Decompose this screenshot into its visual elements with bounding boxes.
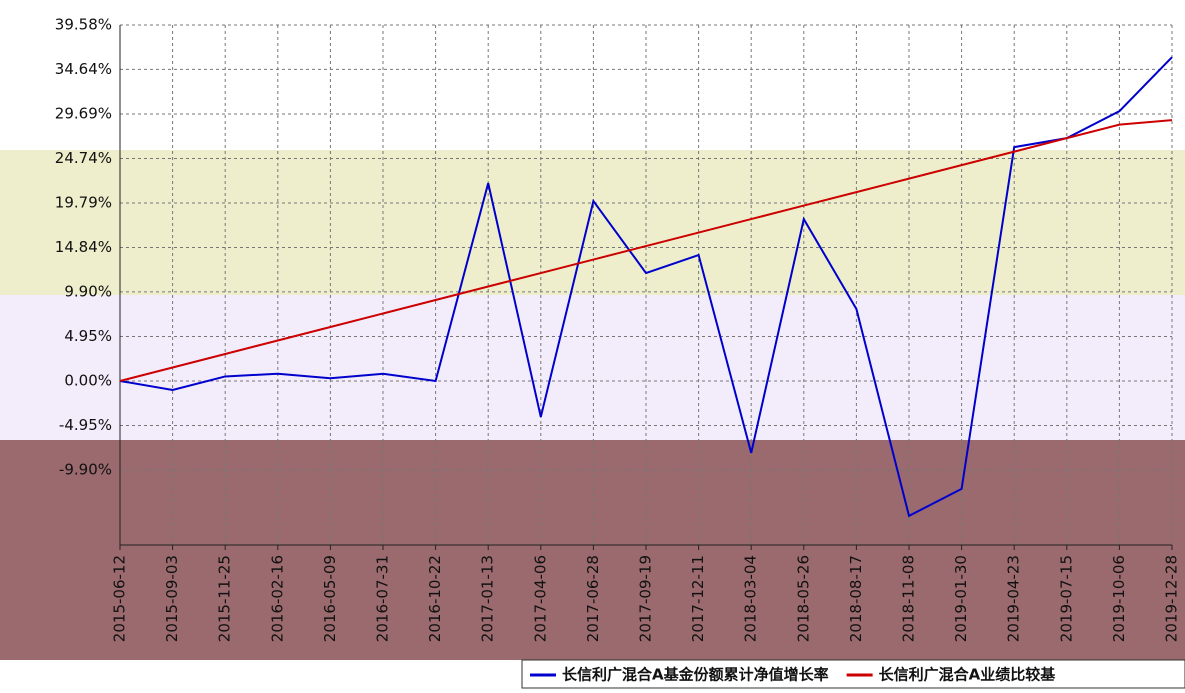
x-tick-label: 2017-06-28 xyxy=(584,555,602,642)
y-tick-label: 39.58% xyxy=(55,16,112,34)
y-tick-label: 9.90% xyxy=(64,282,112,300)
x-tick-label: 2016-05-09 xyxy=(321,555,339,642)
x-tick-label: 2015-09-03 xyxy=(163,555,181,642)
y-tick-label: 24.74% xyxy=(55,149,112,167)
band xyxy=(0,295,1185,440)
x-tick-label: 2017-12-11 xyxy=(689,555,707,642)
x-tick-label: 2017-04-06 xyxy=(531,555,549,642)
series-line xyxy=(119,119,1173,382)
x-tick-label: 2017-09-19 xyxy=(637,555,655,642)
x-tick-label: 2019-01-30 xyxy=(952,555,970,642)
band xyxy=(0,150,1185,295)
y-tick-label: 29.69% xyxy=(55,104,112,122)
x-tick-label: 2019-12-28 xyxy=(1163,555,1181,642)
y-tick-label: 14.84% xyxy=(55,238,112,256)
x-tick-label: 2016-07-31 xyxy=(374,555,392,642)
legend-label: 长信利广混合A业绩比较基 xyxy=(879,666,1057,684)
x-tick-label: 2019-10-06 xyxy=(1110,555,1128,642)
series-line xyxy=(119,56,1173,518)
x-tick-label: 2018-03-04 xyxy=(742,555,760,642)
x-tick-label: 2016-02-16 xyxy=(268,555,286,642)
x-tick-label: 2019-04-23 xyxy=(1005,555,1023,642)
y-tick-label: -9.90% xyxy=(59,460,112,478)
y-tick-label: -4.95% xyxy=(59,416,112,434)
y-tick-label: 4.95% xyxy=(64,327,112,345)
y-tick-label: 19.79% xyxy=(55,193,112,211)
band xyxy=(0,440,1185,660)
y-tick-label: 0.00% xyxy=(64,371,112,389)
x-tick-label: 2016-10-22 xyxy=(426,555,444,642)
legend-label: 长信利广混合A基金份额累计净值增长率 xyxy=(562,666,829,684)
x-tick-label: 2015-06-12 xyxy=(111,555,129,642)
x-tick-label: 2018-05-26 xyxy=(794,555,812,642)
y-tick-label: 34.64% xyxy=(55,60,112,78)
x-tick-label: 2015-11-25 xyxy=(216,555,234,642)
x-tick-label: 2017-01-13 xyxy=(479,555,497,642)
x-tick-label: 2018-08-17 xyxy=(847,555,865,642)
x-tick-label: 2018-11-08 xyxy=(900,555,918,642)
x-tick-label: 2019-07-15 xyxy=(1057,555,1075,642)
